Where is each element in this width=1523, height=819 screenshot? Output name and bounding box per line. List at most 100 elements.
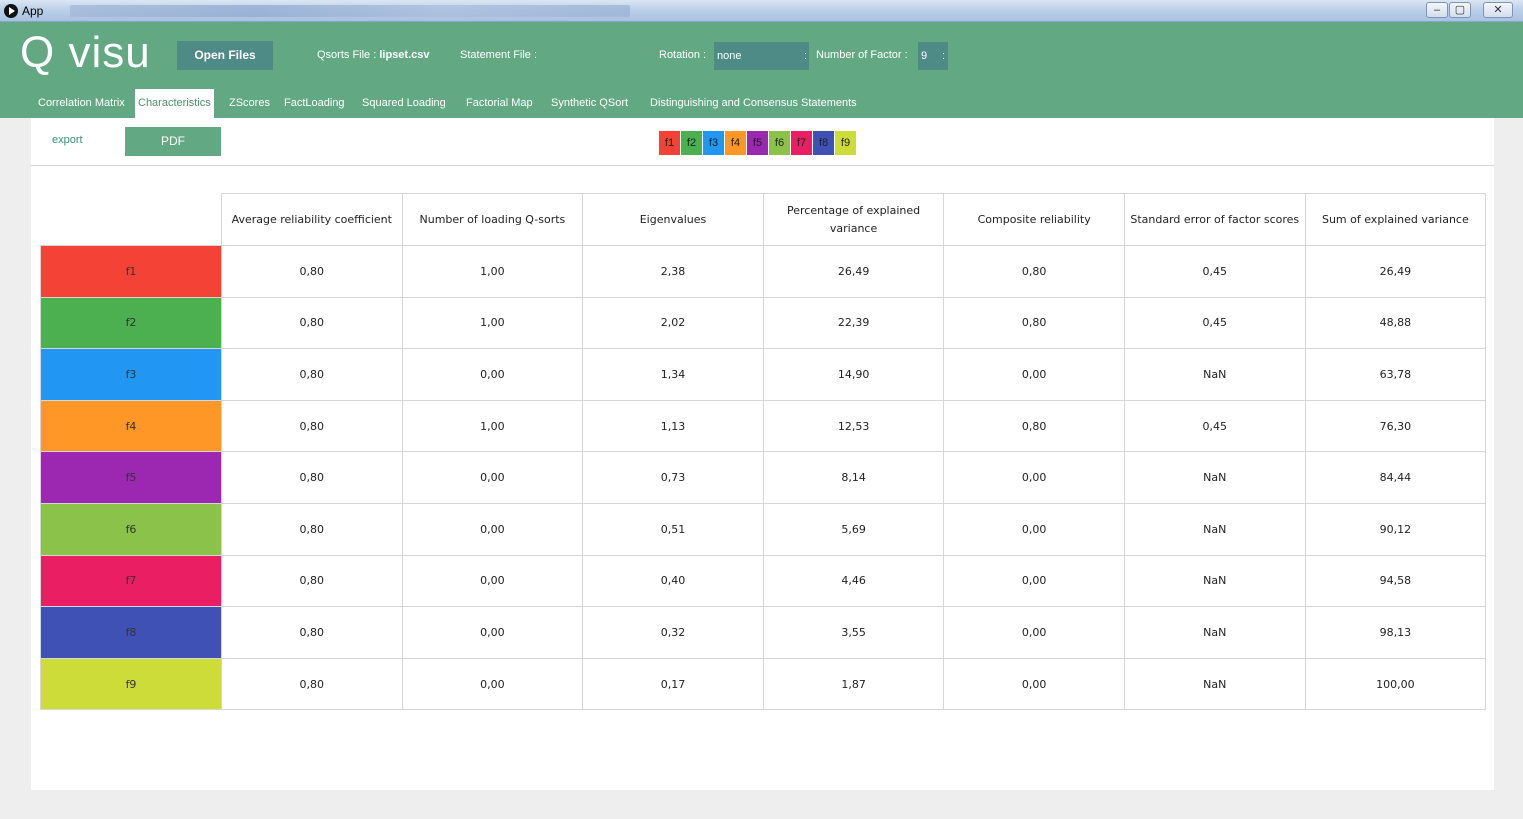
pdf-button[interactable]: PDF — [125, 127, 221, 156]
table-cell: 0,00 — [401, 606, 584, 659]
table-cell: 2,02 — [582, 296, 764, 350]
table-cell: 0,80 — [221, 245, 403, 298]
table-row: f1 0,80 1,00 2,38 26,49 0,80 0,45 26,49 — [40, 245, 1487, 298]
toolbar-divider — [31, 165, 1494, 166]
table-cell: 94,58 — [1304, 554, 1487, 608]
number-of-factor-label: Number of Factor : — [816, 49, 908, 61]
qsorts-file-caption: Qsorts File : — [317, 49, 377, 61]
export-link[interactable]: export — [52, 134, 83, 146]
tab-synthetic-qsort[interactable]: Synthetic QSort — [551, 97, 629, 109]
table-cell: 0,80 — [943, 399, 1125, 453]
tab-characteristics[interactable]: Characteristics — [135, 89, 214, 118]
table-cell: 0,00 — [401, 348, 584, 401]
table-cell: NaN — [1123, 502, 1306, 556]
rotation-select[interactable]: none : — [714, 42, 809, 70]
tab-distinguishing-consensus[interactable]: Distinguishing and Consensus Statements — [650, 97, 857, 109]
characteristics-table: Average reliability coefficient Number o… — [40, 193, 1487, 711]
factor-row-label: f3 — [40, 348, 222, 401]
statement-file-caption: Statement File : — [460, 49, 538, 61]
column-header: Number of loading Q-sorts — [401, 193, 584, 246]
factor-chip-f6[interactable]: f6 — [769, 131, 790, 155]
characteristics-panel: export PDF f1 f2 f3 f4 f5 f6 f7 f8 f9 Av… — [31, 118, 1494, 790]
app-header: Q visu Open Files Qsorts File : lipset.c… — [0, 22, 1523, 118]
factor-row-label: f6 — [40, 502, 222, 556]
factor-chip-f4[interactable]: f4 — [725, 131, 746, 155]
column-header: Eigenvalues — [582, 193, 764, 246]
minimize-button[interactable]: – — [1426, 2, 1448, 18]
factor-row-label: f8 — [40, 606, 222, 659]
tab-zscores[interactable]: ZScores — [229, 97, 270, 109]
factor-row-label: f7 — [40, 554, 222, 608]
factor-chip-f1[interactable]: f1 — [659, 131, 680, 155]
table-cell: 3,55 — [762, 606, 945, 659]
factor-chip-f5[interactable]: f5 — [747, 131, 768, 155]
table-cell: 0,45 — [1123, 245, 1306, 298]
table-cell: 26,49 — [1304, 245, 1487, 298]
table-cell: 0,80 — [221, 399, 403, 453]
tab-correlation-matrix[interactable]: Correlation Matrix — [38, 97, 125, 109]
column-header: Composite reliability — [943, 193, 1125, 246]
table-row: f2 0,80 1,00 2,02 22,39 0,80 0,45 48,88 — [40, 296, 1487, 350]
window-title: App — [22, 4, 44, 18]
table-cell: 1,00 — [401, 296, 584, 350]
factor-chip-f7[interactable]: f7 — [791, 131, 812, 155]
tab-factloading[interactable]: FactLoading — [284, 97, 345, 109]
table-cell: 0,00 — [401, 554, 584, 608]
window-title-bar: App – ▢ ✕ — [0, 0, 1523, 22]
table-cell: 0,00 — [943, 348, 1125, 401]
table-cell: 0,80 — [221, 451, 403, 504]
table-row: f7 0,80 0,00 0,40 4,46 0,00 NaN 94,58 — [40, 554, 1487, 608]
tab-factorial-map[interactable]: Factorial Map — [466, 97, 533, 109]
table-cell: 0,00 — [943, 657, 1125, 711]
table-cell: 63,78 — [1304, 348, 1487, 401]
table-cell: 8,14 — [762, 451, 945, 504]
open-files-button[interactable]: Open Files — [177, 41, 273, 70]
number-of-factor-select[interactable]: 9 : — [918, 42, 948, 70]
table-row: f6 0,80 0,00 0,51 5,69 0,00 NaN 90,12 — [40, 502, 1487, 556]
close-button[interactable]: ✕ — [1483, 2, 1513, 18]
factor-row-label: f1 — [40, 245, 222, 298]
statement-file-label: Statement File : — [460, 49, 537, 61]
column-header: Standard error of factor scores — [1123, 193, 1306, 246]
number-of-factor-value: 9 — [921, 50, 928, 62]
factor-row-label: f9 — [40, 657, 222, 711]
table-cell: 0,00 — [943, 606, 1125, 659]
table-cell: 0,00 — [943, 554, 1125, 608]
table-row: f9 0,80 0,00 0,17 1,87 0,00 NaN 100,00 — [40, 657, 1487, 711]
table-cell: 0,80 — [221, 348, 403, 401]
table-cell: 1,34 — [582, 348, 764, 401]
table-cell: 0,00 — [401, 657, 584, 711]
maximize-button[interactable]: ▢ — [1449, 2, 1471, 18]
table-cell: 0,80 — [221, 554, 403, 608]
table-cell: 0,32 — [582, 606, 764, 659]
factor-chip-f9[interactable]: f9 — [835, 131, 856, 155]
app-logo: Q visu — [20, 28, 151, 77]
table-cell: 1,13 — [582, 399, 764, 453]
table-header-row: Average reliability coefficient Number o… — [40, 193, 1487, 246]
window-path-blur — [70, 5, 630, 17]
table-cell: 2,38 — [582, 245, 764, 298]
table-corner-cell — [40, 193, 222, 246]
factor-chip-f3[interactable]: f3 — [703, 131, 724, 155]
factor-chip-f8[interactable]: f8 — [813, 131, 834, 155]
table-cell: 0,40 — [582, 554, 764, 608]
rotation-value: none — [717, 50, 742, 62]
factor-chip-f2[interactable]: f2 — [681, 131, 702, 155]
table-cell: 22,39 — [762, 296, 945, 350]
qsorts-file-value: lipset.csv — [379, 49, 430, 61]
table-cell: 0,80 — [943, 296, 1125, 350]
table-cell: 0,00 — [401, 451, 584, 504]
table-cell: 0,80 — [221, 296, 403, 350]
table-cell: 5,69 — [762, 502, 945, 556]
tab-squared-loading[interactable]: Squared Loading — [362, 97, 446, 109]
table-cell: NaN — [1123, 554, 1306, 608]
table-cell: 98,13 — [1304, 606, 1487, 659]
table-cell: 100,00 — [1304, 657, 1487, 711]
table-cell: 0,45 — [1123, 296, 1306, 350]
column-header: Sum of explained variance — [1304, 193, 1487, 246]
table-cell: NaN — [1123, 657, 1306, 711]
table-cell: NaN — [1123, 451, 1306, 504]
app-icon — [4, 4, 18, 18]
table-cell: 0,45 — [1123, 399, 1306, 453]
table-cell: 0,00 — [401, 502, 584, 556]
